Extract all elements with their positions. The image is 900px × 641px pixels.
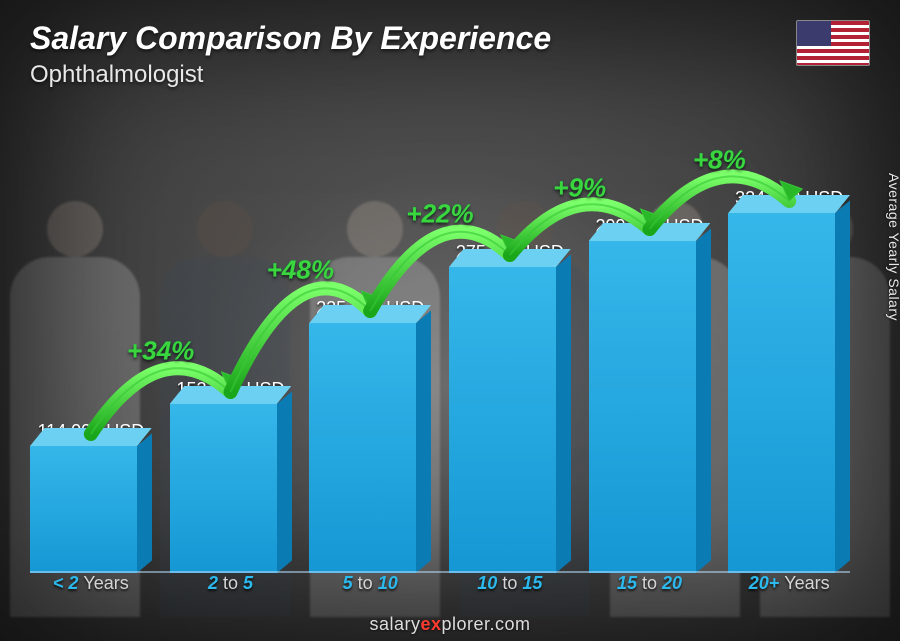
bar-shape (449, 267, 571, 573)
x-label-5: 20+ Years (728, 573, 850, 601)
title-block: Salary Comparison By Experience Ophthalm… (30, 20, 551, 89)
bar-shape (170, 404, 292, 573)
bar-shape (30, 446, 152, 573)
bar-shape (728, 213, 850, 573)
bar-4: 299,000 USD (589, 216, 711, 573)
x-label-3: 10 to 15 (449, 573, 571, 601)
source-tld: .com (490, 614, 531, 634)
bar-3: 275,000 USD (449, 242, 571, 573)
source-highlight: ex (420, 614, 441, 634)
x-axis: < 2 Years 2 to 5 5 to 10 10 to 15 15 to 20 20… (30, 573, 850, 601)
flag-icon (796, 20, 870, 66)
page-title: Salary Comparison By Experience (30, 20, 551, 57)
bar-0: 114,000 USD (30, 421, 152, 573)
source-attribution: salaryexplorer.com (0, 614, 900, 635)
x-label-0: < 2 Years (30, 573, 152, 601)
bar-shape (309, 323, 431, 573)
bar-5: 324,000 USD (728, 188, 850, 573)
x-label-4: 15 to 20 (589, 573, 711, 601)
bar-2: 225,000 USD (309, 298, 431, 573)
bar-chart: 114,000 USD 152,000 USD 225,000 USD 275,… (30, 150, 850, 573)
page-subtitle: Ophthalmologist (30, 61, 551, 89)
x-label-1: 2 to 5 (170, 573, 292, 601)
bar-1: 152,000 USD (170, 379, 292, 573)
bar-shape (589, 241, 711, 573)
source-suffix: plorer (442, 614, 490, 634)
x-label-2: 5 to 10 (309, 573, 431, 601)
source-prefix: salary (369, 614, 420, 634)
header: Salary Comparison By Experience Ophthalm… (30, 20, 870, 89)
y-axis-label: Average Yearly Salary (886, 173, 900, 321)
